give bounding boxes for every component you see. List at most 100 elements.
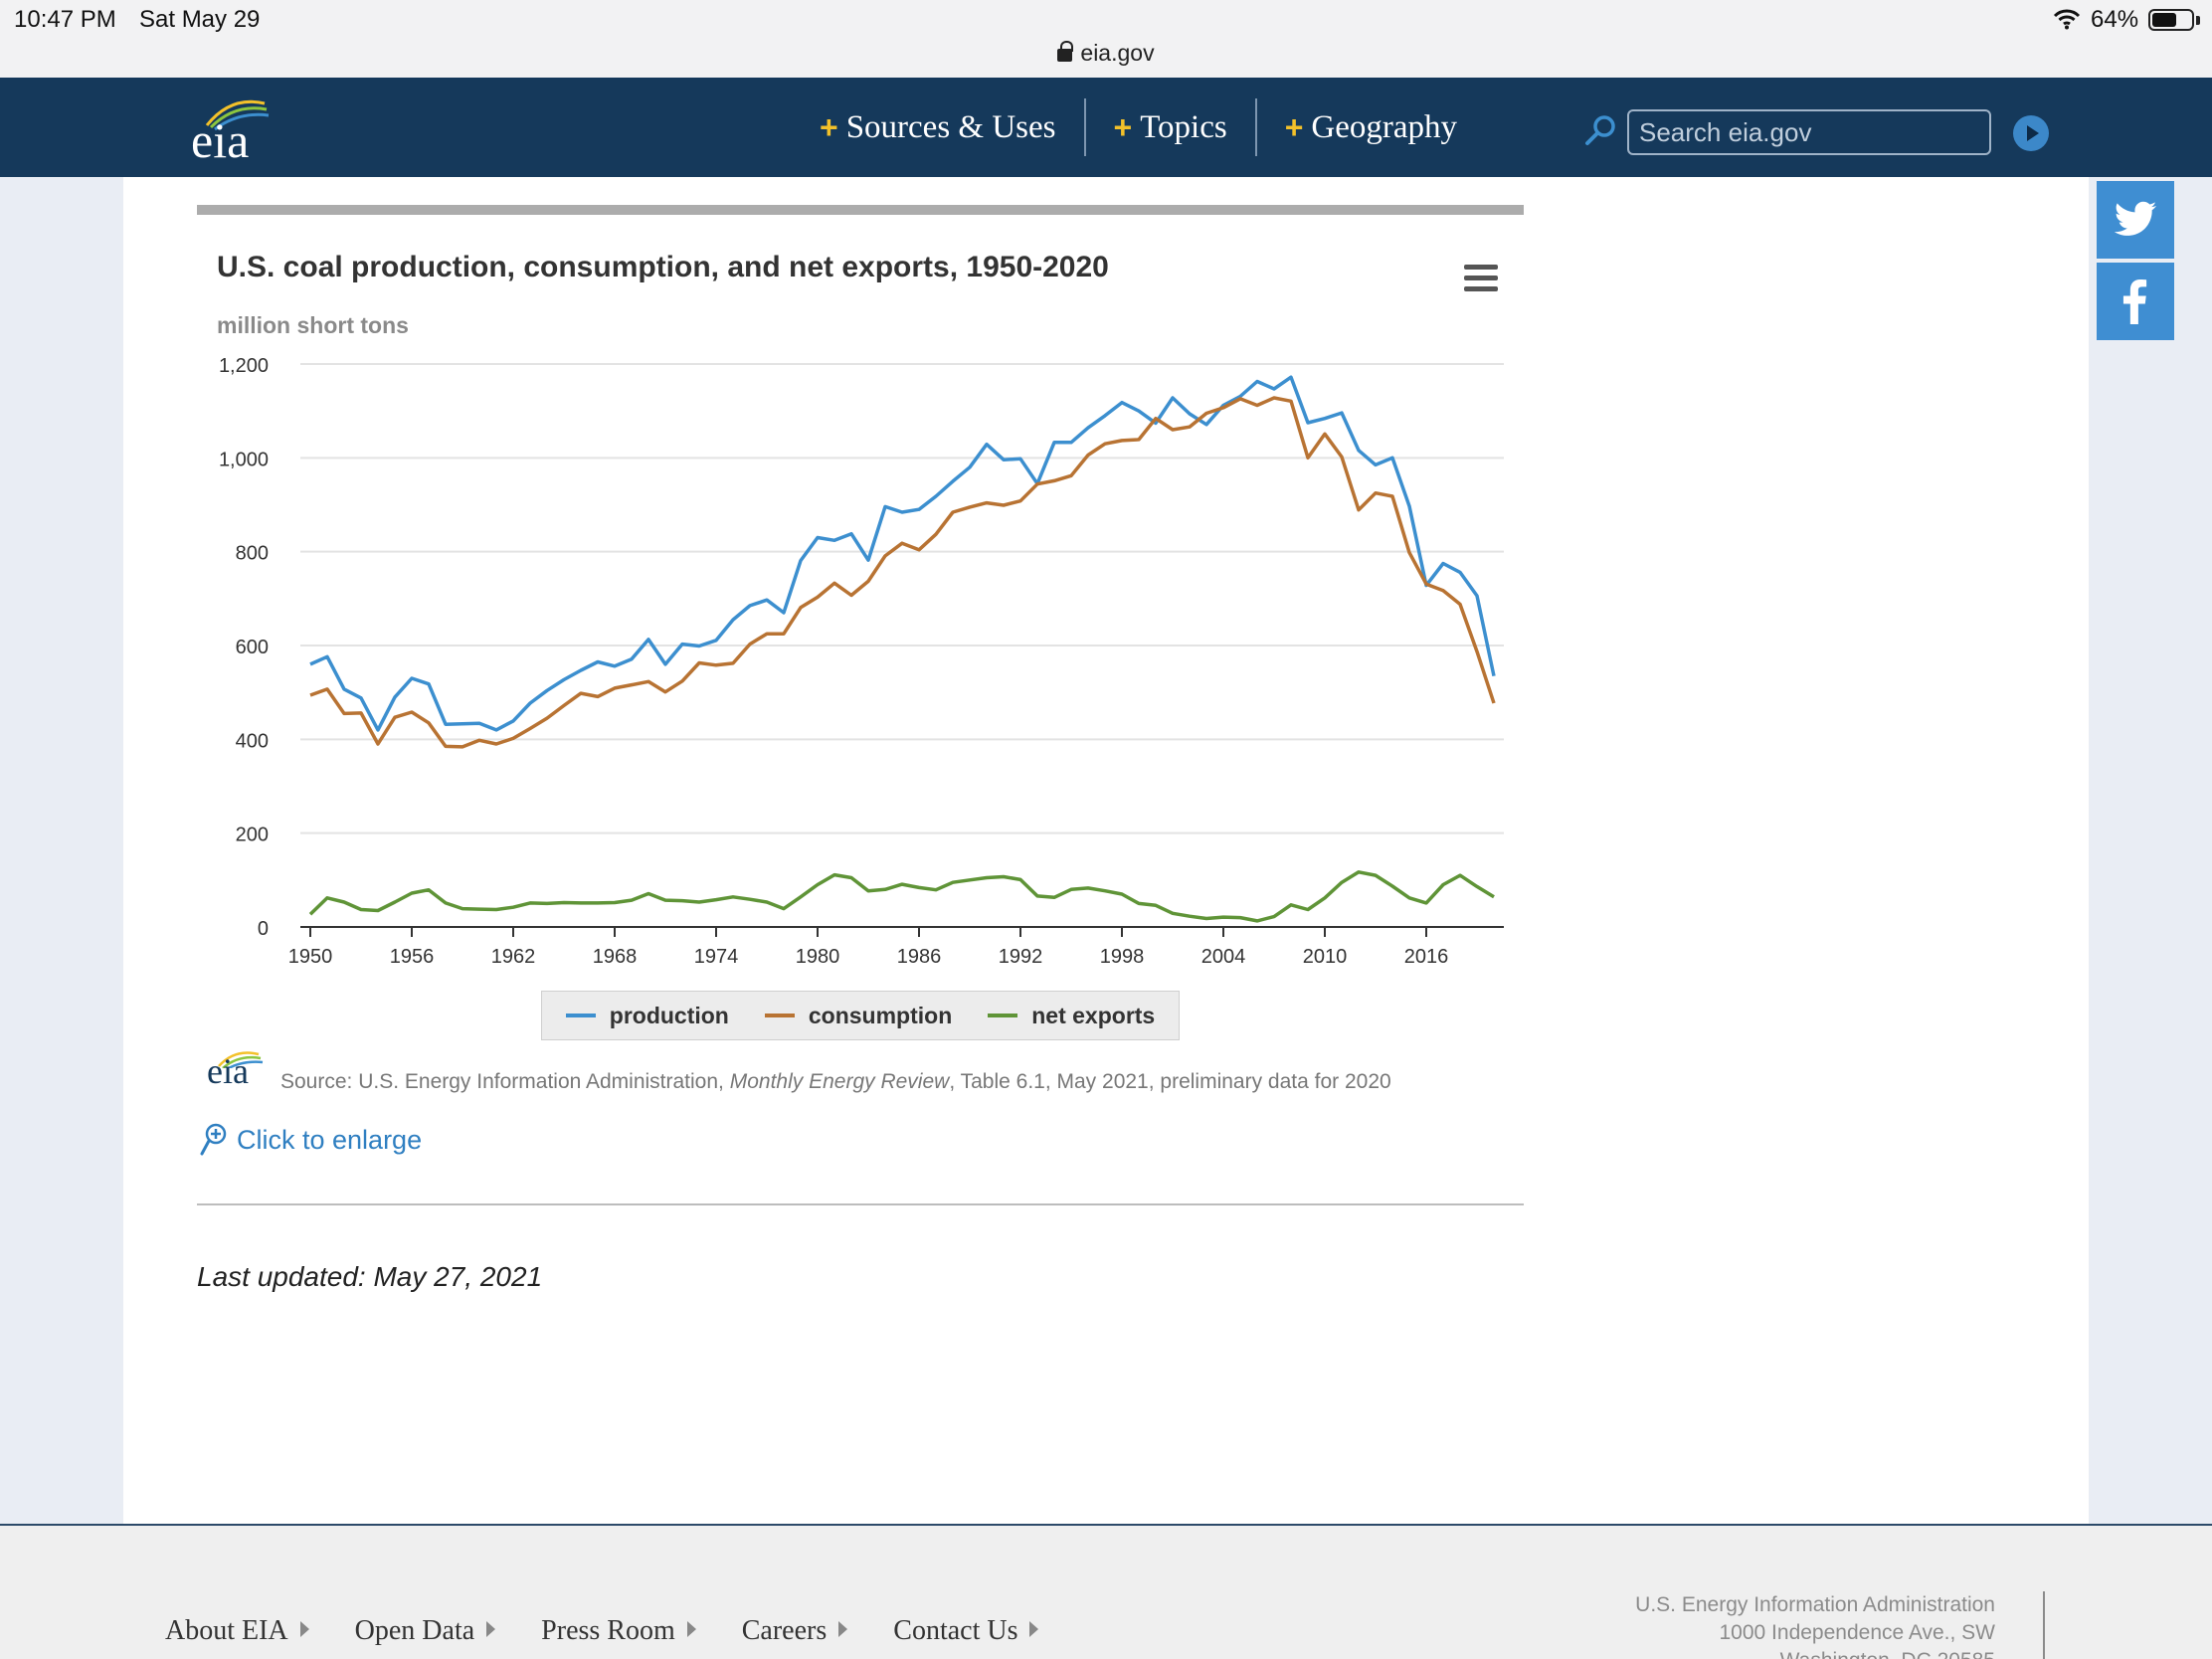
footer-link-about-eia[interactable]: About EIA: [165, 1615, 309, 1647]
nav-label: Topics: [1140, 108, 1227, 145]
footer-link-label: Careers: [741, 1615, 828, 1646]
x-tick-label: 1968: [593, 946, 638, 968]
logo-swoosh-icon: [205, 99, 270, 131]
caret-right-icon: [838, 1621, 848, 1637]
facebook-button[interactable]: [2097, 263, 2174, 340]
click-to-enlarge-link[interactable]: Click to enlarge: [199, 1122, 422, 1158]
legend-swatch-net-exports: [988, 1014, 1018, 1017]
nav-divider: [1254, 98, 1257, 156]
y-tick-label: 200: [236, 825, 269, 846]
search-input[interactable]: [1627, 109, 1991, 155]
net-exports-line: [308, 870, 1495, 923]
x-tick-label: 1980: [796, 946, 840, 968]
nav-sources-uses[interactable]: + Sources & Uses: [792, 98, 1084, 156]
legend-label: net exports: [1031, 1002, 1156, 1028]
nav-topics[interactable]: + Topics: [1086, 98, 1255, 156]
caret-right-icon: [686, 1621, 696, 1637]
caret-right-icon: [1029, 1621, 1039, 1637]
footer-link-careers[interactable]: Careers: [742, 1615, 848, 1647]
y-tick-label: 1,000: [219, 449, 269, 470]
y-tick-label: 0: [258, 918, 269, 940]
coal-line-chart: 0 200 400 600 800 1,000 1,200 1950 1956 1962 1968 1…: [219, 355, 1504, 968]
site-footer: About EIA Open Data Press Room Careers C…: [0, 1524, 2212, 1659]
eia-logo[interactable]: eia: [187, 92, 276, 168]
logo-text: eia: [191, 112, 250, 168]
search-submit-button[interactable]: [2013, 115, 2049, 151]
lock-icon: [1057, 41, 1074, 62]
x-tick-label: 1956: [390, 946, 435, 968]
battery-tip: [2196, 16, 2200, 25]
status-bar: 10:47 PM Sat May 29 eia.gov 64%: [0, 0, 2212, 78]
source-suffix: , Table 6.1, May 2021, preliminary data …: [949, 1070, 1391, 1093]
y-tick-label: 800: [236, 543, 269, 565]
legend-swatch-production: [565, 1014, 596, 1017]
x-tick-label: 1950: [288, 946, 333, 968]
nav-divider: [1083, 98, 1086, 156]
address-bar[interactable]: eia.gov: [0, 40, 2212, 67]
status-date: Sat May 29: [139, 6, 261, 33]
footer-link-label: Press Room: [541, 1615, 675, 1646]
source-prefix: Source: U.S. Energy Information Administ…: [280, 1070, 730, 1093]
address-line: Washington, DC 20585: [1492, 1647, 1995, 1659]
x-tick-label: 1974: [694, 946, 739, 968]
source-logo-text: eia: [207, 1051, 249, 1091]
y-tick-label: 400: [236, 730, 269, 752]
x-tick-label: 1986: [897, 946, 942, 968]
legend-production[interactable]: production: [565, 1002, 729, 1029]
address-line: U.S. Energy Information Administration: [1635, 1593, 1995, 1616]
main-nav: + Sources & Uses + Topics + Geography: [792, 78, 1485, 177]
footer-address: U.S. Energy Information Administration 1…: [1492, 1591, 1995, 1659]
nav-geography[interactable]: + Geography: [1257, 98, 1485, 156]
chart-title: U.S. coal production, consumption, and n…: [217, 251, 1109, 283]
site-header: eia + Sources & Uses + Topics + Geography: [0, 78, 2212, 177]
y-tick-label: 600: [236, 637, 269, 658]
chart-legend: production consumption net exports: [541, 991, 1180, 1040]
x-tick-label: 1992: [999, 946, 1043, 968]
caret-right-icon: [486, 1621, 496, 1637]
menu-bar: [1464, 286, 1498, 291]
facebook-icon: [2122, 278, 2147, 324]
chart-menu-button[interactable]: [1464, 265, 1498, 292]
footer-link-open-data[interactable]: Open Data: [355, 1615, 496, 1647]
production-line: [309, 375, 1496, 732]
x-tick-label: 2016: [1404, 946, 1449, 968]
footer-link-label: Open Data: [354, 1615, 475, 1646]
eia-source-logo: eia: [205, 1046, 267, 1092]
nav-label: Geography: [1311, 108, 1458, 145]
footer-link-label: About EIA: [165, 1615, 288, 1646]
menu-bar: [1464, 265, 1498, 270]
source-publication: Monthly Energy Review: [729, 1070, 950, 1093]
logo-swoosh-icon: [218, 1051, 264, 1068]
legend-label: consumption: [808, 1002, 953, 1028]
footer-link-press-room[interactable]: Press Room: [541, 1615, 696, 1647]
footer-divider: [2043, 1591, 2045, 1659]
address-line: 1000 Independence Ave., SW: [1719, 1621, 1996, 1644]
wifi-icon: [2053, 9, 2081, 30]
consumption-line: [309, 396, 1496, 749]
y-tick-label: 1,200: [219, 355, 269, 377]
legend-label: production: [609, 1002, 729, 1028]
footer-link-contact-us[interactable]: Contact Us: [893, 1615, 1039, 1647]
chart-source-note: Source: U.S. Energy Information Administ…: [280, 1070, 1391, 1094]
search-icon[interactable]: [1583, 113, 1617, 147]
status-time: 10:47 PM: [14, 6, 116, 33]
twitter-button[interactable]: [2097, 181, 2174, 259]
plus-icon: +: [1284, 108, 1304, 145]
enlarge-label: Click to enlarge: [237, 1124, 423, 1155]
legend-swatch-consumption: [764, 1014, 795, 1017]
chart-card-top-bar: [197, 205, 1524, 215]
x-tick-label: 2010: [1303, 946, 1348, 968]
footer-link-label: Contact Us: [893, 1615, 1018, 1646]
battery-icon: [2148, 9, 2194, 31]
legend-consumption[interactable]: consumption: [764, 1002, 953, 1029]
url-text: eia.gov: [1080, 40, 1155, 66]
menu-bar: [1464, 276, 1498, 280]
chart-card-divider: [197, 1203, 1524, 1205]
legend-net-exports[interactable]: net exports: [988, 1003, 1155, 1029]
x-tick-label: 2004: [1201, 946, 1246, 968]
nav-label: Sources & Uses: [845, 108, 1056, 145]
x-tick-label: 1998: [1100, 946, 1145, 968]
plus-icon: +: [1113, 108, 1133, 145]
caret-right-icon: [299, 1621, 309, 1637]
x-tick-label: 1962: [491, 946, 536, 968]
